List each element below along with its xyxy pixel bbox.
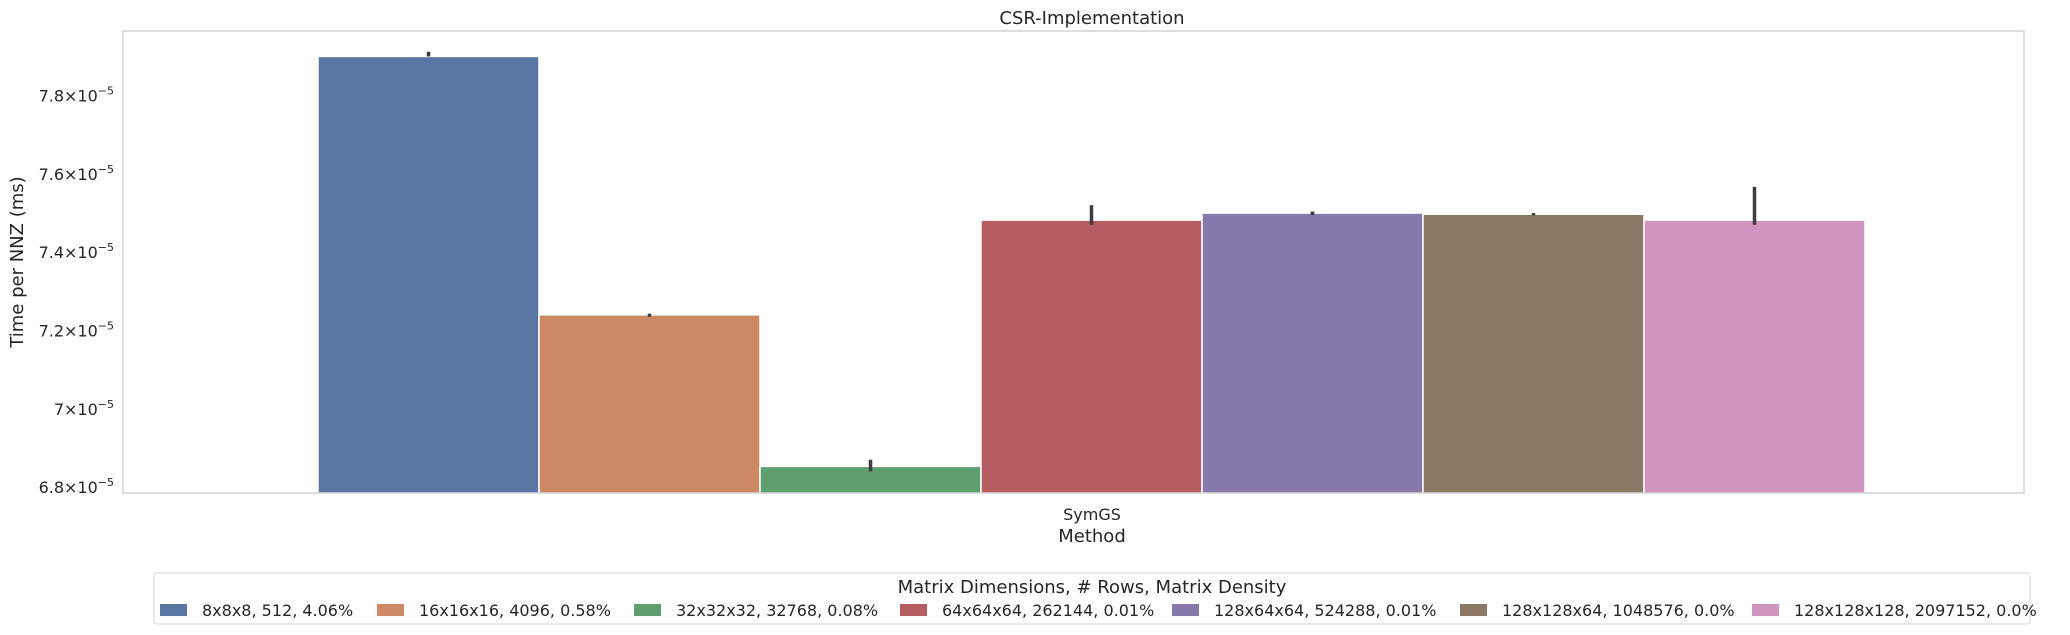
bar bbox=[317, 55, 540, 494]
y-tick-label: 7.6×10−5 bbox=[39, 163, 114, 184]
y-tick-label: 6.8×10−5 bbox=[39, 476, 114, 497]
bar bbox=[538, 314, 761, 494]
bar bbox=[1422, 213, 1645, 494]
legend: Matrix Dimensions, # Rows, Matrix Densit… bbox=[153, 572, 2037, 625]
legend-swatch bbox=[1172, 604, 1199, 616]
legend-label: 8x8x8, 512, 4.06% bbox=[202, 601, 353, 620]
x-axis: SymGS bbox=[1063, 505, 1121, 524]
legend-swatch bbox=[634, 604, 661, 616]
chart-title: CSR-Implementation bbox=[999, 8, 1184, 29]
legend-frame bbox=[153, 572, 2031, 625]
y-axis: 6.8×10−5 7×10−5 7.2×10−5 7.4×10−5 7.6×10−5 7.… bbox=[39, 85, 114, 498]
legend-swatch bbox=[377, 604, 404, 616]
plot-frame bbox=[122, 30, 2025, 494]
x-axis-label: Method bbox=[1058, 526, 1126, 547]
x-tick-label: SymGS bbox=[1063, 505, 1121, 524]
legend-swatch bbox=[900, 604, 927, 616]
y-axis-label: Time per NNZ (ms) bbox=[7, 176, 28, 348]
y-tick-label: 7.8×10−5 bbox=[39, 85, 114, 106]
legend-label: 16x16x16, 4096, 0.58% bbox=[419, 601, 611, 620]
y-tick-label: 7×10−5 bbox=[54, 398, 114, 419]
legend-swatch bbox=[1752, 604, 1779, 616]
y-tick-label: 7.2×10−5 bbox=[39, 320, 114, 341]
y-tick-label: 7.4×10−5 bbox=[39, 241, 114, 262]
bars-group bbox=[317, 55, 1866, 494]
legend-swatch bbox=[1460, 604, 1487, 616]
legend-label: 64x64x64, 262144, 0.01% bbox=[942, 601, 1154, 620]
legend-label: 128x128x128, 2097152, 0.0% bbox=[1794, 601, 2037, 620]
bar bbox=[1201, 212, 1424, 494]
legend-label: 32x32x32, 32768, 0.08% bbox=[676, 601, 878, 620]
legend-label: 128x64x64, 524288, 0.01% bbox=[1214, 601, 1436, 620]
bar bbox=[980, 219, 1203, 494]
legend-title: Matrix Dimensions, # Rows, Matrix Densit… bbox=[898, 577, 1287, 598]
legend-label: 128x128x64, 1048576, 0.0% bbox=[1502, 601, 1735, 620]
legend-swatch bbox=[160, 604, 187, 616]
bar bbox=[1643, 219, 1866, 494]
error-bars-group bbox=[426, 51, 1757, 472]
